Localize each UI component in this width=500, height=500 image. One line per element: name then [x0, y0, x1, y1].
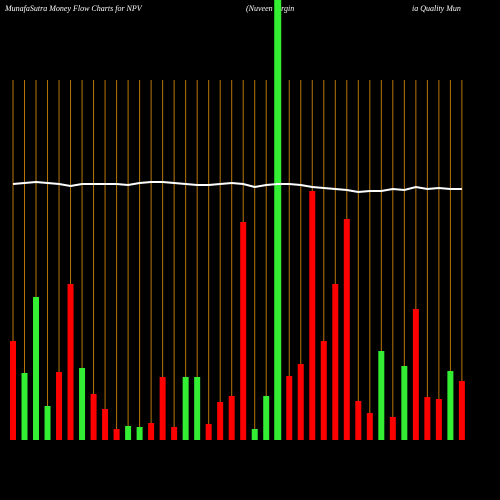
bar — [389, 417, 396, 440]
bar — [343, 219, 350, 440]
bar — [182, 377, 189, 440]
bar — [113, 429, 120, 440]
bar — [90, 394, 97, 440]
bar — [286, 376, 293, 440]
bar — [447, 371, 454, 440]
chart-title: MunafaSutra Money Flow Charts for NPV — [4, 4, 143, 13]
bar — [332, 284, 339, 440]
bar — [297, 364, 304, 440]
bar — [194, 377, 201, 440]
bar — [263, 396, 270, 440]
bar — [320, 341, 327, 440]
bar — [44, 406, 51, 440]
bar — [67, 284, 74, 440]
bar — [102, 409, 109, 440]
bar — [412, 309, 419, 440]
bar — [378, 351, 385, 440]
bar — [33, 297, 40, 440]
bar — [458, 381, 465, 440]
bar — [148, 423, 155, 440]
bar — [435, 399, 442, 440]
chart-subtitle: (Nuveen Virgin — [246, 4, 294, 13]
bar — [355, 401, 362, 440]
bar — [125, 426, 132, 440]
bar — [366, 413, 373, 440]
bar — [251, 429, 258, 440]
bar — [136, 427, 143, 440]
bar — [401, 366, 408, 440]
bar — [79, 368, 86, 440]
chart-subtitle: ia Quality Mun — [412, 4, 461, 13]
flow-line — [12, 180, 462, 194]
bar — [205, 424, 212, 440]
bar — [240, 222, 247, 440]
bar — [217, 402, 224, 440]
bar — [309, 191, 316, 440]
bar — [274, 0, 282, 440]
bar — [171, 427, 178, 440]
bar — [56, 372, 63, 440]
bar — [424, 397, 431, 440]
bar — [228, 396, 235, 440]
bar — [21, 373, 28, 440]
bar — [159, 377, 166, 440]
bar — [10, 341, 16, 440]
